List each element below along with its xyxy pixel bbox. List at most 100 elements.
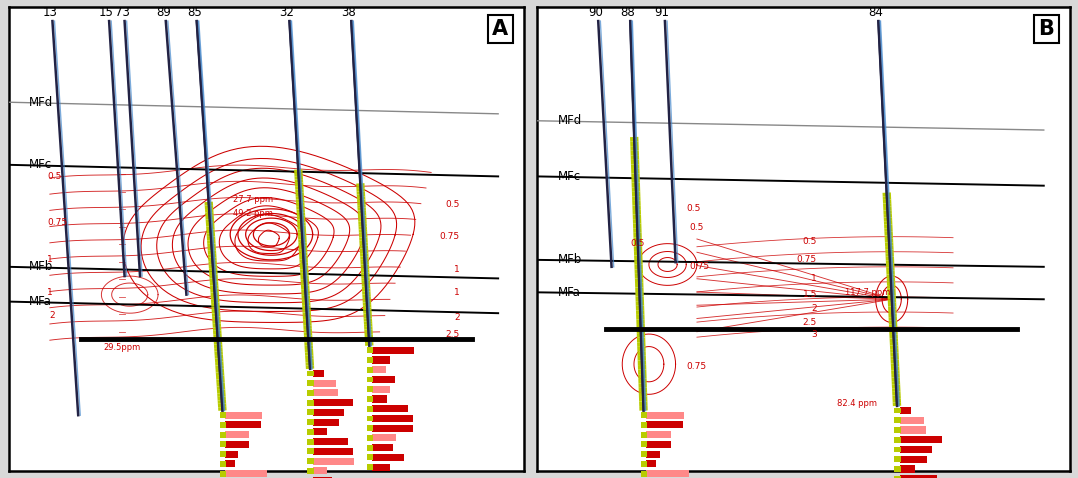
Text: 89: 89 xyxy=(156,6,170,19)
Bar xyxy=(895,456,901,462)
Bar xyxy=(220,422,226,428)
Bar xyxy=(900,436,942,443)
Bar xyxy=(220,432,226,437)
Bar xyxy=(307,429,314,435)
Bar xyxy=(372,347,414,354)
Bar xyxy=(372,454,403,461)
Bar xyxy=(900,475,937,478)
Bar xyxy=(641,422,647,428)
Text: 0.75: 0.75 xyxy=(797,255,817,264)
Bar xyxy=(313,448,353,455)
Bar xyxy=(900,466,914,473)
Bar xyxy=(895,408,901,413)
Bar xyxy=(367,464,373,470)
Text: 38: 38 xyxy=(342,6,356,19)
Bar xyxy=(372,376,395,383)
Text: MFb: MFb xyxy=(558,253,582,266)
Bar xyxy=(646,422,683,428)
Bar xyxy=(367,435,373,441)
Text: 27.7 ppm: 27.7 ppm xyxy=(233,195,274,204)
Bar xyxy=(641,451,647,457)
Text: A: A xyxy=(493,19,509,39)
Bar xyxy=(372,435,396,442)
Text: 0.5: 0.5 xyxy=(803,237,817,246)
Bar xyxy=(646,451,660,458)
Bar xyxy=(367,396,373,402)
Bar xyxy=(372,415,413,422)
Text: MFc: MFc xyxy=(29,158,53,171)
Bar xyxy=(900,407,911,414)
Text: MFc: MFc xyxy=(558,170,581,183)
Bar xyxy=(367,455,373,460)
Bar xyxy=(313,399,354,406)
Text: MFd: MFd xyxy=(558,114,582,127)
Text: 0.75: 0.75 xyxy=(440,232,459,241)
Bar xyxy=(313,419,340,426)
Bar xyxy=(307,380,314,386)
Bar xyxy=(225,422,261,428)
Bar xyxy=(307,419,314,425)
Bar xyxy=(372,464,389,471)
Text: 117.7 ppm: 117.7 ppm xyxy=(845,288,890,297)
Text: 49.2 ppm: 49.2 ppm xyxy=(234,209,274,218)
Bar xyxy=(307,458,314,464)
Bar xyxy=(307,390,314,396)
Bar xyxy=(900,456,927,463)
Bar xyxy=(307,410,314,415)
Bar xyxy=(646,412,685,419)
Bar xyxy=(646,470,689,477)
Bar xyxy=(372,424,413,432)
Text: MFb: MFb xyxy=(29,261,54,273)
Bar xyxy=(641,461,647,467)
Bar xyxy=(641,471,647,477)
Text: 29.5ppm: 29.5ppm xyxy=(103,344,140,352)
Bar xyxy=(225,431,249,438)
Bar xyxy=(307,468,314,474)
Bar xyxy=(367,445,373,451)
Text: 0.5: 0.5 xyxy=(687,205,701,213)
Text: 84: 84 xyxy=(868,6,883,19)
Bar xyxy=(372,357,389,364)
Bar xyxy=(307,448,314,454)
Bar xyxy=(895,437,901,443)
Text: 73: 73 xyxy=(114,6,129,19)
Bar xyxy=(313,370,323,377)
Text: 2.5: 2.5 xyxy=(445,329,459,338)
Text: 2: 2 xyxy=(454,313,459,322)
Bar xyxy=(641,412,647,418)
Text: 1: 1 xyxy=(812,274,817,283)
Text: 1: 1 xyxy=(47,288,53,297)
Bar xyxy=(372,366,386,373)
Text: 91: 91 xyxy=(654,6,669,19)
Text: 0.75: 0.75 xyxy=(689,262,709,272)
Bar xyxy=(367,348,373,353)
Bar xyxy=(641,432,647,437)
Bar xyxy=(307,439,314,445)
Bar xyxy=(372,395,387,402)
Text: 0.5: 0.5 xyxy=(47,172,61,181)
Bar xyxy=(372,386,390,393)
Bar xyxy=(313,477,332,478)
Bar xyxy=(367,357,373,363)
Text: 82.4 ppm: 82.4 ppm xyxy=(837,399,877,408)
Bar xyxy=(900,426,926,434)
Bar xyxy=(220,471,226,477)
Text: 0.75: 0.75 xyxy=(47,218,68,227)
Bar xyxy=(225,470,266,477)
Bar xyxy=(220,461,226,467)
Bar xyxy=(220,442,226,447)
Text: MFa: MFa xyxy=(558,286,581,299)
Bar xyxy=(895,446,901,452)
Bar xyxy=(367,415,373,422)
Bar xyxy=(313,467,328,474)
Text: 0.5: 0.5 xyxy=(689,223,703,232)
Text: 15: 15 xyxy=(99,6,114,19)
Text: 13: 13 xyxy=(42,6,57,19)
Text: 0.75: 0.75 xyxy=(687,362,706,371)
Text: 3: 3 xyxy=(812,329,817,338)
Bar xyxy=(372,444,393,451)
Bar xyxy=(367,386,373,392)
Text: 32: 32 xyxy=(279,6,294,19)
Text: 0.5: 0.5 xyxy=(631,239,645,248)
Text: MFa: MFa xyxy=(29,295,52,308)
